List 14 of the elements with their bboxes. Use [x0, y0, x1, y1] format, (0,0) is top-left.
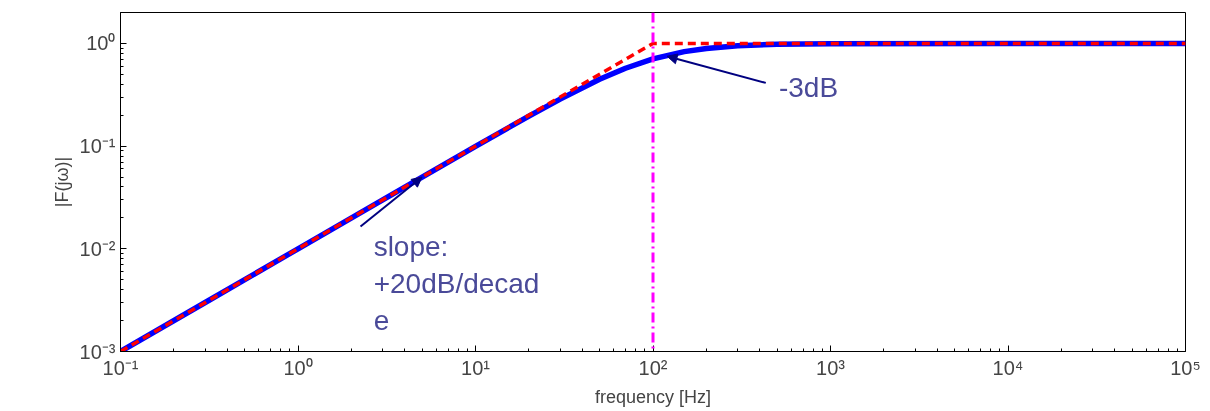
y-tick-label: 10⁰	[86, 32, 116, 55]
y-tick-label: 10⁻¹	[79, 135, 116, 158]
y-axis-title: |F(jω)|	[51, 156, 72, 208]
x-tick-label: 10¹	[461, 356, 491, 379]
x-tick-label: 10⁴	[992, 356, 1024, 379]
y-tick-label: 10⁻²	[79, 237, 116, 260]
x-tick-label: 10⁵	[1170, 356, 1201, 379]
x-tick-label: 10²	[638, 356, 668, 379]
x-tick-label: 10³	[816, 356, 846, 379]
annotation: -3dB	[778, 71, 839, 103]
annotation: slope: +20dB/decad e	[373, 230, 540, 337]
x-tick-label: 10⁰	[283, 356, 313, 379]
x-axis-title: frequency [Hz]	[594, 386, 712, 407]
x-tick-label: 10⁻¹	[102, 356, 139, 379]
